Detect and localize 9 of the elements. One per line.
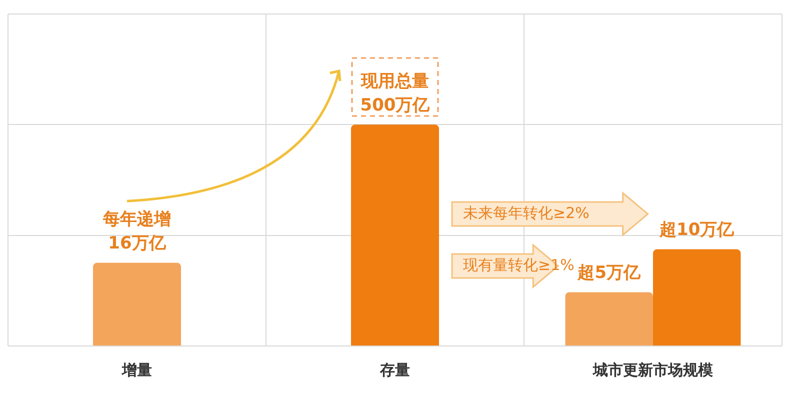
annotation: 未来每年转化≥2% (463, 204, 590, 223)
annotation: 超10万亿 (658, 220, 736, 240)
x-tick-label: 城市更新市场规模 (592, 360, 714, 379)
annotation: 超5万亿 (576, 263, 642, 284)
x-tick-label: 增量 (121, 360, 152, 379)
x-tick-label: 存量 (379, 360, 410, 379)
annotation: 现用总量 500万亿 (360, 72, 431, 116)
annotation: 每年递增 16万亿 (102, 210, 171, 254)
annotation: 现有量转化≥1% (463, 256, 574, 275)
